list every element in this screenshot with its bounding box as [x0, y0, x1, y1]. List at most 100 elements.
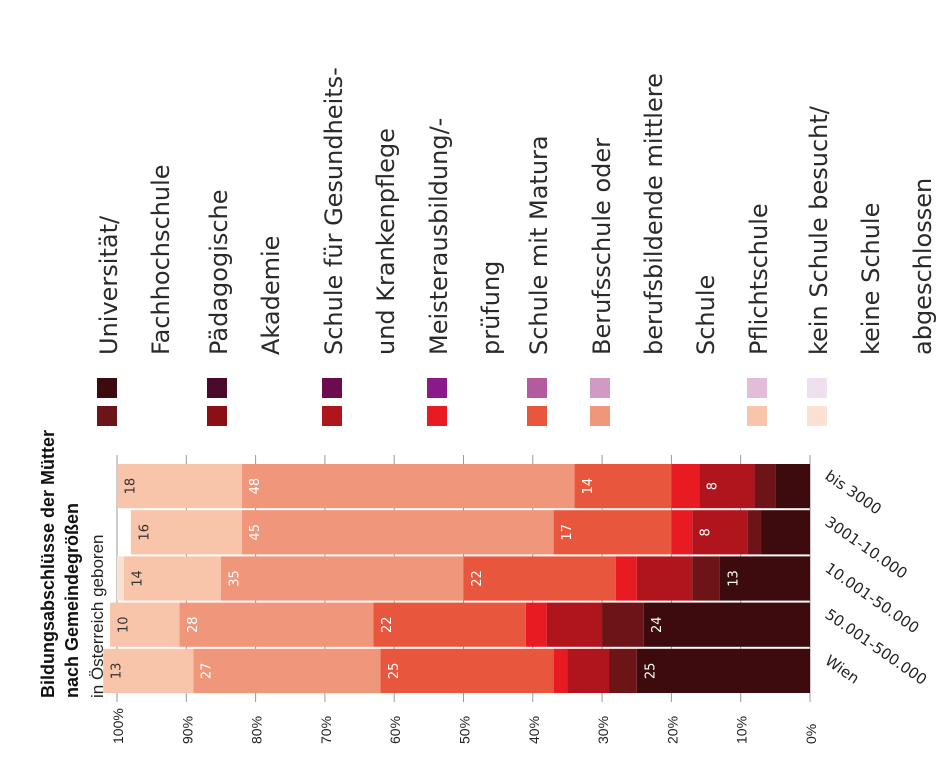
data-label: 13 — [726, 570, 741, 587]
legend-swatch — [322, 406, 342, 426]
tick-label: 80% — [249, 716, 265, 744]
tick-label: 100% — [110, 708, 126, 744]
legend-swatch — [590, 378, 610, 398]
value-axis: 100% 90% 80% 70% 60% 50% 40% 30% 20% 10% 0% — [110, 708, 819, 744]
legend-label: Berufsschule oder — [588, 138, 616, 355]
bar-segment — [567, 648, 610, 693]
bar-segment — [220, 556, 464, 601]
bar-segment — [123, 556, 221, 601]
bar-segment — [117, 556, 124, 601]
bar-segment — [241, 510, 554, 555]
legend-swatch — [97, 406, 117, 426]
legend-label: Universität/ — [95, 215, 123, 355]
data-label: 14 — [130, 570, 145, 587]
legend-label: Schule mit Matura — [525, 135, 553, 355]
chart-title: Bildungsabschlüsse der Mütter — [38, 430, 58, 698]
tick-label: 10% — [734, 716, 750, 744]
tick-label: 20% — [664, 716, 680, 744]
data-label: 45 — [248, 524, 263, 541]
legend-label: Schule — [692, 275, 720, 355]
legend-swatch — [590, 406, 610, 426]
legend-label: Fachhochschule — [147, 164, 175, 355]
legend-label: und Krankenpflege — [372, 128, 400, 355]
legend-label: Pflichtschule — [745, 203, 773, 355]
bar-segment — [130, 510, 242, 555]
bar-segment — [110, 602, 180, 647]
bar-segment — [636, 648, 810, 693]
bar-segment — [719, 556, 810, 601]
bar-segment — [754, 464, 776, 509]
bar-segment — [643, 602, 810, 647]
data-label: 25 — [387, 663, 402, 680]
legend-label: kein Schule besucht/ — [805, 105, 833, 355]
bar-segment — [671, 464, 700, 509]
data-label: 14 — [581, 478, 596, 495]
data-label: 28 — [186, 616, 201, 633]
legend-swatch — [807, 406, 827, 426]
data-label: 25 — [643, 663, 658, 680]
data-label: 18 — [124, 478, 139, 495]
tick-label: 50% — [457, 716, 473, 744]
legend-swatch — [97, 378, 117, 398]
bar-segment — [747, 510, 762, 555]
legend-label: keine Schule — [857, 203, 885, 355]
bar-segment — [241, 464, 575, 509]
bar-segment — [671, 510, 693, 555]
bar-segment — [636, 556, 693, 601]
data-label: 8 — [706, 482, 721, 490]
bar-segment — [380, 648, 554, 693]
legend-swatch — [207, 378, 227, 398]
bar-segment — [193, 648, 381, 693]
bar-segment — [692, 510, 748, 555]
legend-swatch — [427, 406, 447, 426]
bar-segment — [373, 602, 526, 647]
tick-label: 30% — [595, 716, 611, 744]
chart-subtitle: in Österreich geboren — [88, 535, 107, 698]
data-label: 22 — [380, 616, 395, 633]
data-label: 27 — [200, 663, 215, 680]
legend-swatch — [747, 406, 767, 426]
bar-segment — [553, 648, 568, 693]
legend-label: Meisterausbildung/- — [425, 118, 453, 355]
bar-segment — [692, 556, 720, 601]
legend-swatch — [527, 378, 547, 398]
legend-swatch — [207, 406, 227, 426]
legend: Universität/Fachhochschule Pädagogische Ak… — [95, 67, 937, 426]
bar-segment — [574, 464, 672, 509]
bar-segment — [103, 648, 194, 693]
legend-label: prüfung — [477, 261, 505, 355]
chart-titles: Bildungsabschlüsse der Mütter nach Gemei… — [38, 430, 107, 698]
data-label: 35 — [227, 570, 242, 587]
category-label: Wien — [822, 651, 863, 687]
legend-swatch — [527, 406, 547, 426]
bar-segment — [525, 602, 547, 647]
legend-swatch — [322, 378, 342, 398]
bars: 8 14 48 18 8 17 45 16 13 22 35 14 24 22 28 10 25 25 27 13 — [103, 464, 810, 693]
legend-label: Schule für Gesundheits- — [320, 67, 348, 355]
legend-label: Pädagogische — [205, 189, 233, 355]
bar-segment — [117, 464, 242, 509]
bar-segment — [615, 556, 637, 601]
data-label: 8 — [699, 528, 714, 536]
data-label: 24 — [650, 616, 665, 633]
bar-segment — [602, 602, 644, 647]
chart-title-line2: nach Gemeindegrößen — [62, 503, 82, 698]
tick-label: 70% — [318, 716, 334, 744]
category-label: bis 3000 — [822, 467, 885, 519]
category-axis: bis 30003001-10.00010.001-50.00050.001-5… — [822, 467, 931, 689]
tick-label: 0% — [803, 724, 819, 744]
legend-label: abgeschlossen — [909, 178, 937, 355]
bar-segment — [761, 510, 810, 555]
legend-label: Akademie — [257, 236, 285, 355]
tick-label: 60% — [387, 716, 403, 744]
legend-swatch — [427, 378, 447, 398]
legend-swatch — [807, 378, 827, 398]
bar-segment — [179, 602, 374, 647]
bar-segment — [775, 464, 810, 509]
data-label: 22 — [470, 570, 485, 587]
data-label: 16 — [137, 524, 152, 541]
data-label: 10 — [117, 616, 132, 633]
bar-segment — [463, 556, 616, 601]
data-label: 13 — [110, 663, 125, 680]
